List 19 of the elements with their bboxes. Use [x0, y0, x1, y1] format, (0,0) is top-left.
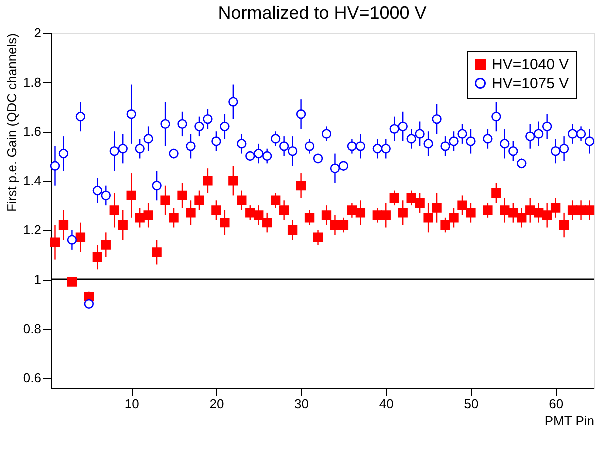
y-tick-label: 1.2	[23, 222, 42, 238]
y-tick-label: 1.8	[23, 74, 42, 90]
x-tick-label: 60	[549, 396, 564, 412]
x-tick-label: 10	[124, 396, 140, 412]
chart-title: Normalized to HV=1000 V	[218, 3, 427, 23]
x-tick-label: 50	[464, 396, 479, 412]
y-tick-label: 0.8	[23, 321, 42, 336]
x-tick-label: 40	[379, 396, 394, 412]
y-axis-title: First p.e. Gain (QDC channels)	[4, 34, 20, 212]
y-tick-label: 0.6	[23, 370, 42, 386]
y-tick-label: 2	[34, 26, 42, 40]
y-tick-label: 1.4	[23, 173, 42, 188]
y-tick-label: 1	[34, 272, 42, 288]
y-tick-label: 1.6	[23, 124, 42, 140]
legend-label: HV=1075 V	[492, 76, 570, 92]
legend-label: HV=1040 V	[492, 56, 570, 74]
x-axis-title: PMT Pin	[544, 414, 594, 428]
x-tick-label: 20	[210, 396, 224, 412]
x-tick-label: 30	[294, 396, 310, 412]
